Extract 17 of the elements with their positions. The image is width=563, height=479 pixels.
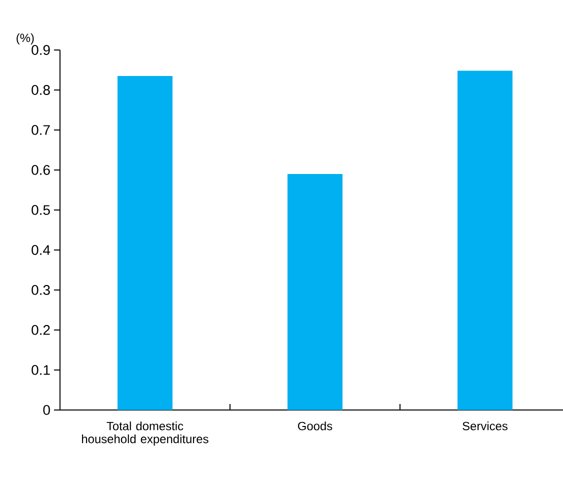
y-tick-label: 0.2 bbox=[32, 325, 50, 335]
y-tick-label: 0.4 bbox=[32, 245, 50, 255]
y-tick-label: 0.8 bbox=[32, 85, 50, 95]
y-tick-label: 0.5 bbox=[32, 205, 50, 215]
bar bbox=[288, 174, 343, 410]
y-tick-label: 0.9 bbox=[32, 45, 50, 55]
y-tick-label: 0.1 bbox=[32, 365, 50, 375]
y-tick-label: 0.7 bbox=[32, 125, 50, 135]
bar bbox=[458, 70, 513, 410]
x-tick-label: Total domestic household expenditures bbox=[82, 422, 208, 446]
x-tick-label: Services bbox=[462, 422, 508, 430]
y-tick-label: 0.6 bbox=[32, 165, 50, 175]
x-tick-label: Goods bbox=[298, 422, 332, 430]
bar bbox=[118, 76, 173, 410]
y-tick-label: 0.3 bbox=[32, 285, 50, 295]
y-tick-label: 0 bbox=[43, 405, 50, 415]
y-axis-title: (%) bbox=[16, 33, 34, 44]
